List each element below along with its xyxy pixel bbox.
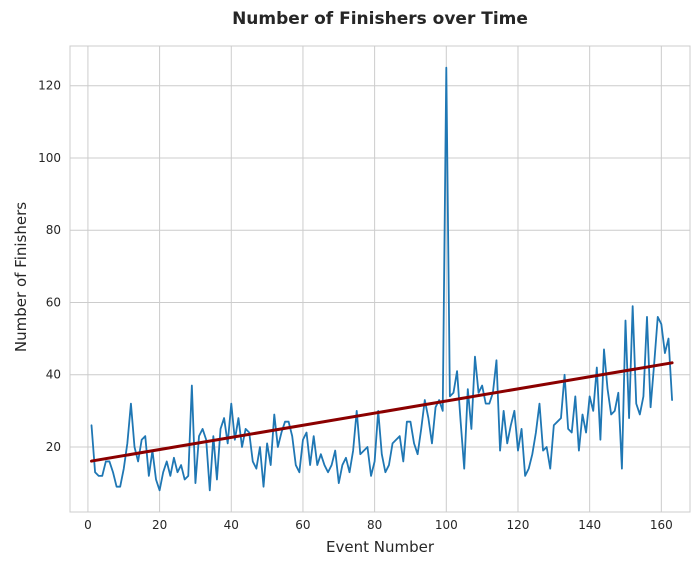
y-tick-label: 80 xyxy=(46,223,61,237)
series-line-finishers xyxy=(90,66,673,492)
x-tick-label: 100 xyxy=(435,518,458,532)
x-tick-label: 0 xyxy=(84,518,92,532)
x-axis-ticks: 0 20 40 60 80 100 120 140 160 xyxy=(84,518,673,532)
plot-frame xyxy=(69,45,691,513)
series-layer xyxy=(90,66,674,492)
x-tick-label: 120 xyxy=(507,518,530,532)
y-tick-label: 100 xyxy=(38,151,61,165)
x-tick-label: 20 xyxy=(152,518,167,532)
y-tick-label: 20 xyxy=(46,440,61,454)
y-tick-label: 40 xyxy=(46,368,61,382)
x-tick-label: 160 xyxy=(650,518,673,532)
grid-lines xyxy=(69,45,691,513)
x-tick-label: 40 xyxy=(224,518,239,532)
x-axis-label: Event Number xyxy=(326,538,435,556)
x-tick-label: 60 xyxy=(295,518,310,532)
x-tick-label: 140 xyxy=(578,518,601,532)
chart-title: Number of Finishers over Time xyxy=(232,9,528,29)
y-tick-label: 60 xyxy=(46,295,61,309)
y-tick-label: 120 xyxy=(38,79,61,93)
x-tick-label: 80 xyxy=(367,518,382,532)
y-axis-ticks: 20 40 60 80 100 120 xyxy=(38,79,61,454)
series-line-trend xyxy=(90,361,674,463)
y-axis-label: Number of Finishers xyxy=(12,202,30,352)
